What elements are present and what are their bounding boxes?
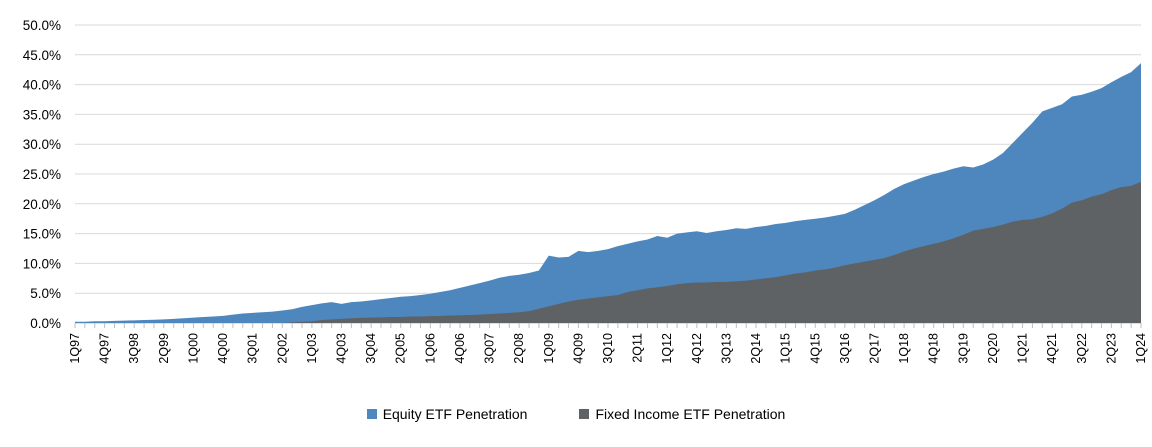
y-axis-tick-label: 0.0% — [30, 316, 61, 331]
legend-item-fixed-income: Fixed Income ETF Penetration — [579, 406, 785, 422]
y-axis-tick-label: 5.0% — [30, 286, 61, 301]
x-axis-tick-label: 3Q19 — [956, 333, 970, 364]
x-axis-tick-label: 2Q17 — [868, 333, 882, 364]
equity-series-swatch-icon — [366, 409, 377, 419]
y-axis-tick-label: 40.0% — [23, 78, 61, 93]
x-axis-tick-label: 3Q10 — [601, 333, 615, 364]
x-axis-tick-label: 1Q21 — [1016, 333, 1030, 364]
x-axis-tick-label: 2Q11 — [631, 333, 645, 363]
x-axis-tick-label: 3Q04 — [364, 333, 378, 364]
legend-item-equity: Equity ETF Penetration — [366, 406, 528, 422]
fixed-income-legend-label: Fixed Income ETF Penetration — [595, 406, 786, 422]
y-axis-tick-label: 15.0% — [23, 227, 61, 242]
x-axis-tick-label: 4Q00 — [216, 333, 230, 364]
x-axis-tick-label: 3Q98 — [127, 333, 141, 364]
chart-plot-area: 0.0% 5.0% 10.0% 15.0% 20.0% 25.0% 30.0% 35.0% 40… — [23, 18, 1148, 364]
y-axis-tick-label: 30.0% — [23, 137, 61, 152]
x-axis-tick-label: 1Q18 — [897, 333, 911, 364]
x-axis-tick-label: 2Q08 — [512, 333, 526, 364]
x-axis-tick-label: 3Q07 — [483, 333, 497, 364]
x-axis-tick-label: 2Q02 — [275, 333, 289, 364]
x-axis-tick-label: 2Q20 — [986, 333, 1000, 364]
x-axis-tick-label: 1Q06 — [423, 333, 437, 364]
x-axis-tick-label: 2Q23 — [1104, 333, 1118, 364]
x-axis-tick-label: 1Q09 — [542, 333, 556, 364]
x-axis-tick-label: 1Q12 — [660, 333, 674, 364]
x-axis-tick-label: 4Q06 — [453, 333, 467, 364]
y-axis-tick-label: 45.0% — [23, 48, 61, 63]
x-axis-tick-label: 4Q09 — [571, 333, 585, 364]
x-axis-tick-label: 2Q99 — [157, 333, 171, 364]
x-axis-tick-label: 4Q12 — [690, 333, 704, 364]
x-axis-tick-label: 1Q24 — [1134, 333, 1148, 364]
x-axis-tick-label: 1Q15 — [779, 333, 793, 364]
x-axis-tick-label: 3Q01 — [246, 333, 260, 364]
y-axis-tick-label: 20.0% — [23, 197, 61, 212]
chart-legend: Equity ETF Penetration Fixed Income ETF … — [0, 402, 1152, 426]
x-axis-tick-label: 4Q18 — [927, 333, 941, 364]
equity-area-series — [75, 63, 1141, 323]
y-axis-tick-label: 10.0% — [23, 256, 61, 271]
x-axis-tick-label: 2Q14 — [749, 333, 763, 364]
x-axis-tick-label: 2Q05 — [394, 333, 408, 364]
fixed-income-series-swatch-icon — [579, 409, 590, 419]
x-axis-tick-label: 1Q03 — [305, 333, 319, 364]
y-axis-tick-label: 25.0% — [23, 167, 61, 182]
equity-legend-label: Equity ETF Penetration — [382, 406, 528, 422]
etf-penetration-chart: 0.0% 5.0% 10.0% 15.0% 20.0% 25.0% 30.0% 35.0% 40… — [23, 18, 1148, 364]
x-axis-tick-label: 4Q15 — [808, 333, 822, 364]
y-axis-tick-label: 35.0% — [23, 107, 61, 122]
x-axis-tick-label: 4Q97 — [98, 333, 112, 364]
x-axis-tick-label: 1Q00 — [186, 333, 200, 364]
x-axis-tick-label: 3Q16 — [838, 333, 852, 364]
fixed-income-area-series — [75, 181, 1141, 323]
x-axis-tick-label: 3Q13 — [719, 333, 733, 364]
x-axis-tick-label: 1Q97 — [68, 333, 82, 364]
x-axis-tick-label: 4Q03 — [335, 333, 349, 364]
x-axis-tick-label: 3Q22 — [1075, 333, 1089, 364]
x-axis-tick-label: 4Q21 — [1045, 333, 1059, 364]
y-axis-tick-label: 50.0% — [23, 18, 61, 33]
